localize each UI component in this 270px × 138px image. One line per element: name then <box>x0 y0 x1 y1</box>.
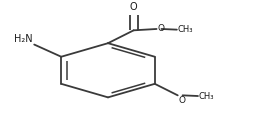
Text: O: O <box>157 24 164 34</box>
Text: O: O <box>130 2 137 12</box>
Text: CH₃: CH₃ <box>177 25 193 34</box>
Text: H₂N: H₂N <box>14 34 33 44</box>
Text: CH₃: CH₃ <box>198 91 214 100</box>
Text: O: O <box>178 96 185 105</box>
